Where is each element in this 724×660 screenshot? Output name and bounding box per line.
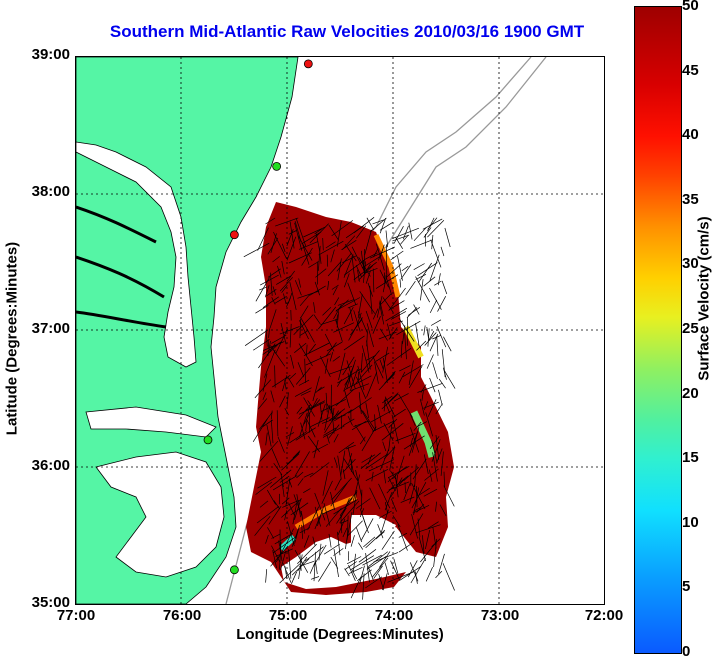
velocity-vector: [370, 218, 387, 232]
velocity-vector: [437, 336, 438, 356]
radar-station-marker: [230, 231, 238, 239]
velocity-vector: [319, 544, 321, 561]
velocity-vector: [401, 265, 411, 280]
velocity-vector: [427, 355, 433, 369]
velocity-vector: [331, 557, 338, 568]
velocity-vector: [445, 371, 456, 389]
velocity-vector: [345, 569, 350, 577]
velocity-vector: [414, 264, 425, 270]
colorbar-tick-label: 40: [682, 126, 699, 143]
velocity-vector: [311, 577, 319, 580]
map-title: Southern Mid-Atlantic Raw Velocities 201…: [62, 22, 632, 42]
velocity-vector: [391, 251, 404, 260]
velocity-vector: [398, 256, 403, 281]
velocity-vector: [445, 228, 450, 247]
velocity-vector: [334, 548, 344, 555]
y-tick-label: 38:00: [0, 183, 70, 200]
velocity-vector: [345, 562, 357, 570]
velocity-vector: [434, 281, 441, 285]
velocity-vector: [268, 340, 269, 348]
x-axis-title: Longitude (Degrees:Minutes): [190, 626, 490, 643]
bathymetry-contour: [361, 57, 546, 267]
velocity-vector: [425, 333, 437, 346]
velocity-vector: [400, 279, 401, 287]
velocity-vector: [392, 235, 409, 241]
velocity-vector: [431, 320, 441, 326]
velocity-vector: [347, 557, 361, 564]
x-tick-label: 77:00: [46, 607, 106, 624]
radar-station-marker: [273, 162, 281, 170]
colorbar-tick-label: 5: [682, 578, 690, 595]
velocity-vector: [374, 566, 383, 579]
velocity-vector: [443, 563, 455, 590]
velocity-vector: [429, 288, 441, 310]
x-tick-label: 73:00: [470, 607, 530, 624]
velocity-vector: [424, 326, 426, 336]
x-tick-label: 75:00: [258, 607, 318, 624]
colorbar-tick-label: 15: [682, 449, 699, 466]
velocity-vector: [314, 552, 316, 581]
velocity-vector: [442, 281, 447, 294]
colorbar-tick-label: 50: [682, 0, 699, 14]
velocity-vector: [313, 547, 324, 556]
velocity-vector: [439, 379, 446, 388]
velocity-vector: [427, 327, 429, 338]
y-tick-label: 39:00: [0, 46, 70, 63]
velocity-vector: [266, 569, 267, 582]
velocity-vector: [438, 296, 446, 311]
velocity-vector: [426, 567, 432, 581]
x-tick-label: 74:00: [364, 607, 424, 624]
velocity-vector: [361, 490, 362, 510]
velocity-vector: [327, 255, 328, 267]
x-tick-label: 72:00: [574, 607, 634, 624]
map-canvas: [76, 57, 604, 604]
velocity-vector: [408, 307, 420, 315]
radar-station-marker: [204, 436, 212, 444]
velocity-vector: [430, 300, 437, 313]
colorbar-tick-label: 45: [682, 62, 699, 79]
colorbar-title: Surface Velocity (cm/s): [696, 169, 713, 429]
velocity-vector: [357, 570, 371, 581]
velocity-vector: [436, 404, 443, 415]
velocity-vector: [441, 247, 444, 256]
velocity-vector: [411, 558, 426, 583]
radar-station-marker: [304, 60, 312, 68]
x-tick-label: 76:00: [152, 607, 212, 624]
velocity-vector: [438, 273, 440, 285]
velocity-vector: [410, 240, 432, 249]
velocity-vector: [424, 277, 436, 286]
velocity-vector: [428, 218, 435, 231]
colorbar-tick-label: 10: [682, 514, 699, 531]
colorbar-tick-label: 0: [682, 643, 690, 660]
velocity-vector: [385, 563, 389, 575]
velocity-vector: [433, 362, 438, 379]
velocity-vector: [438, 390, 442, 406]
velocity-vector: [430, 378, 436, 392]
velocity-vector: [406, 281, 416, 295]
velocity-map: [75, 56, 605, 605]
radar-station-marker: [230, 566, 238, 574]
velocity-vector: [318, 562, 330, 582]
velocity-vector: [331, 385, 332, 414]
y-axis-title: Latitude (Degrees:Minutes): [4, 209, 21, 469]
colorbar: [634, 6, 682, 654]
